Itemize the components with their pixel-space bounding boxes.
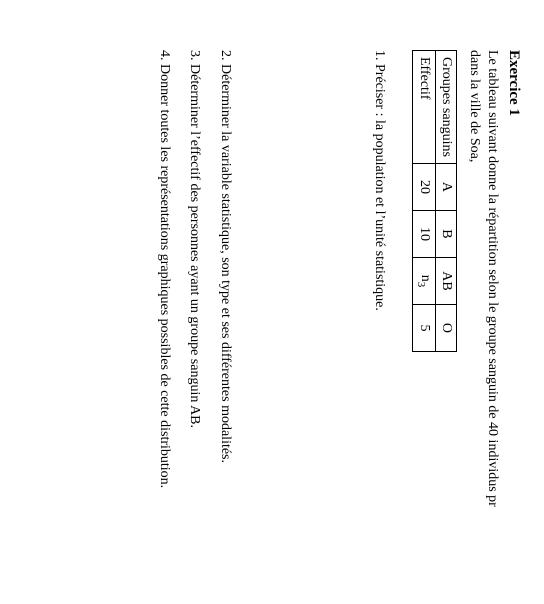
col-b: B — [435, 210, 456, 257]
question-1: 1. Préciser : la population et l’unité s… — [369, 50, 388, 584]
intro-line2: dans la ville de Soa, — [467, 50, 482, 162]
n-subscript: 3 — [415, 282, 427, 288]
val-b: 10 — [412, 210, 435, 257]
question-3: 3. Déterminer l’effectif des personnes a… — [181, 50, 208, 584]
data-table: Groupes sanguins A B AB O Effectif 20 10… — [412, 50, 457, 352]
intro-text: Le tableau suivant donne la répartition … — [465, 50, 501, 584]
n-symbol: n — [418, 275, 433, 282]
row-header-groups: Groupes sanguins — [435, 51, 456, 164]
val-ab: n3 — [412, 257, 435, 304]
row-header-effectif: Effectif — [412, 51, 435, 164]
col-o: O — [435, 304, 456, 351]
table-row: Effectif 20 10 n3 5 — [412, 51, 435, 352]
exercise-title: Exercice 1 — [505, 50, 522, 584]
val-a: 20 — [412, 163, 435, 210]
val-o: 5 — [412, 304, 435, 351]
section-divider — [298, 50, 299, 584]
col-a: A — [435, 163, 456, 210]
table-row: Groupes sanguins A B AB O — [435, 51, 456, 352]
intro-line1: Le tableau suivant donne la répartition … — [485, 50, 500, 507]
question-2: 2. Déterminer la variable statistique, s… — [211, 50, 238, 584]
question-4: 4. Donner toutes les représentations gra… — [150, 50, 177, 584]
col-ab: AB — [435, 257, 456, 304]
